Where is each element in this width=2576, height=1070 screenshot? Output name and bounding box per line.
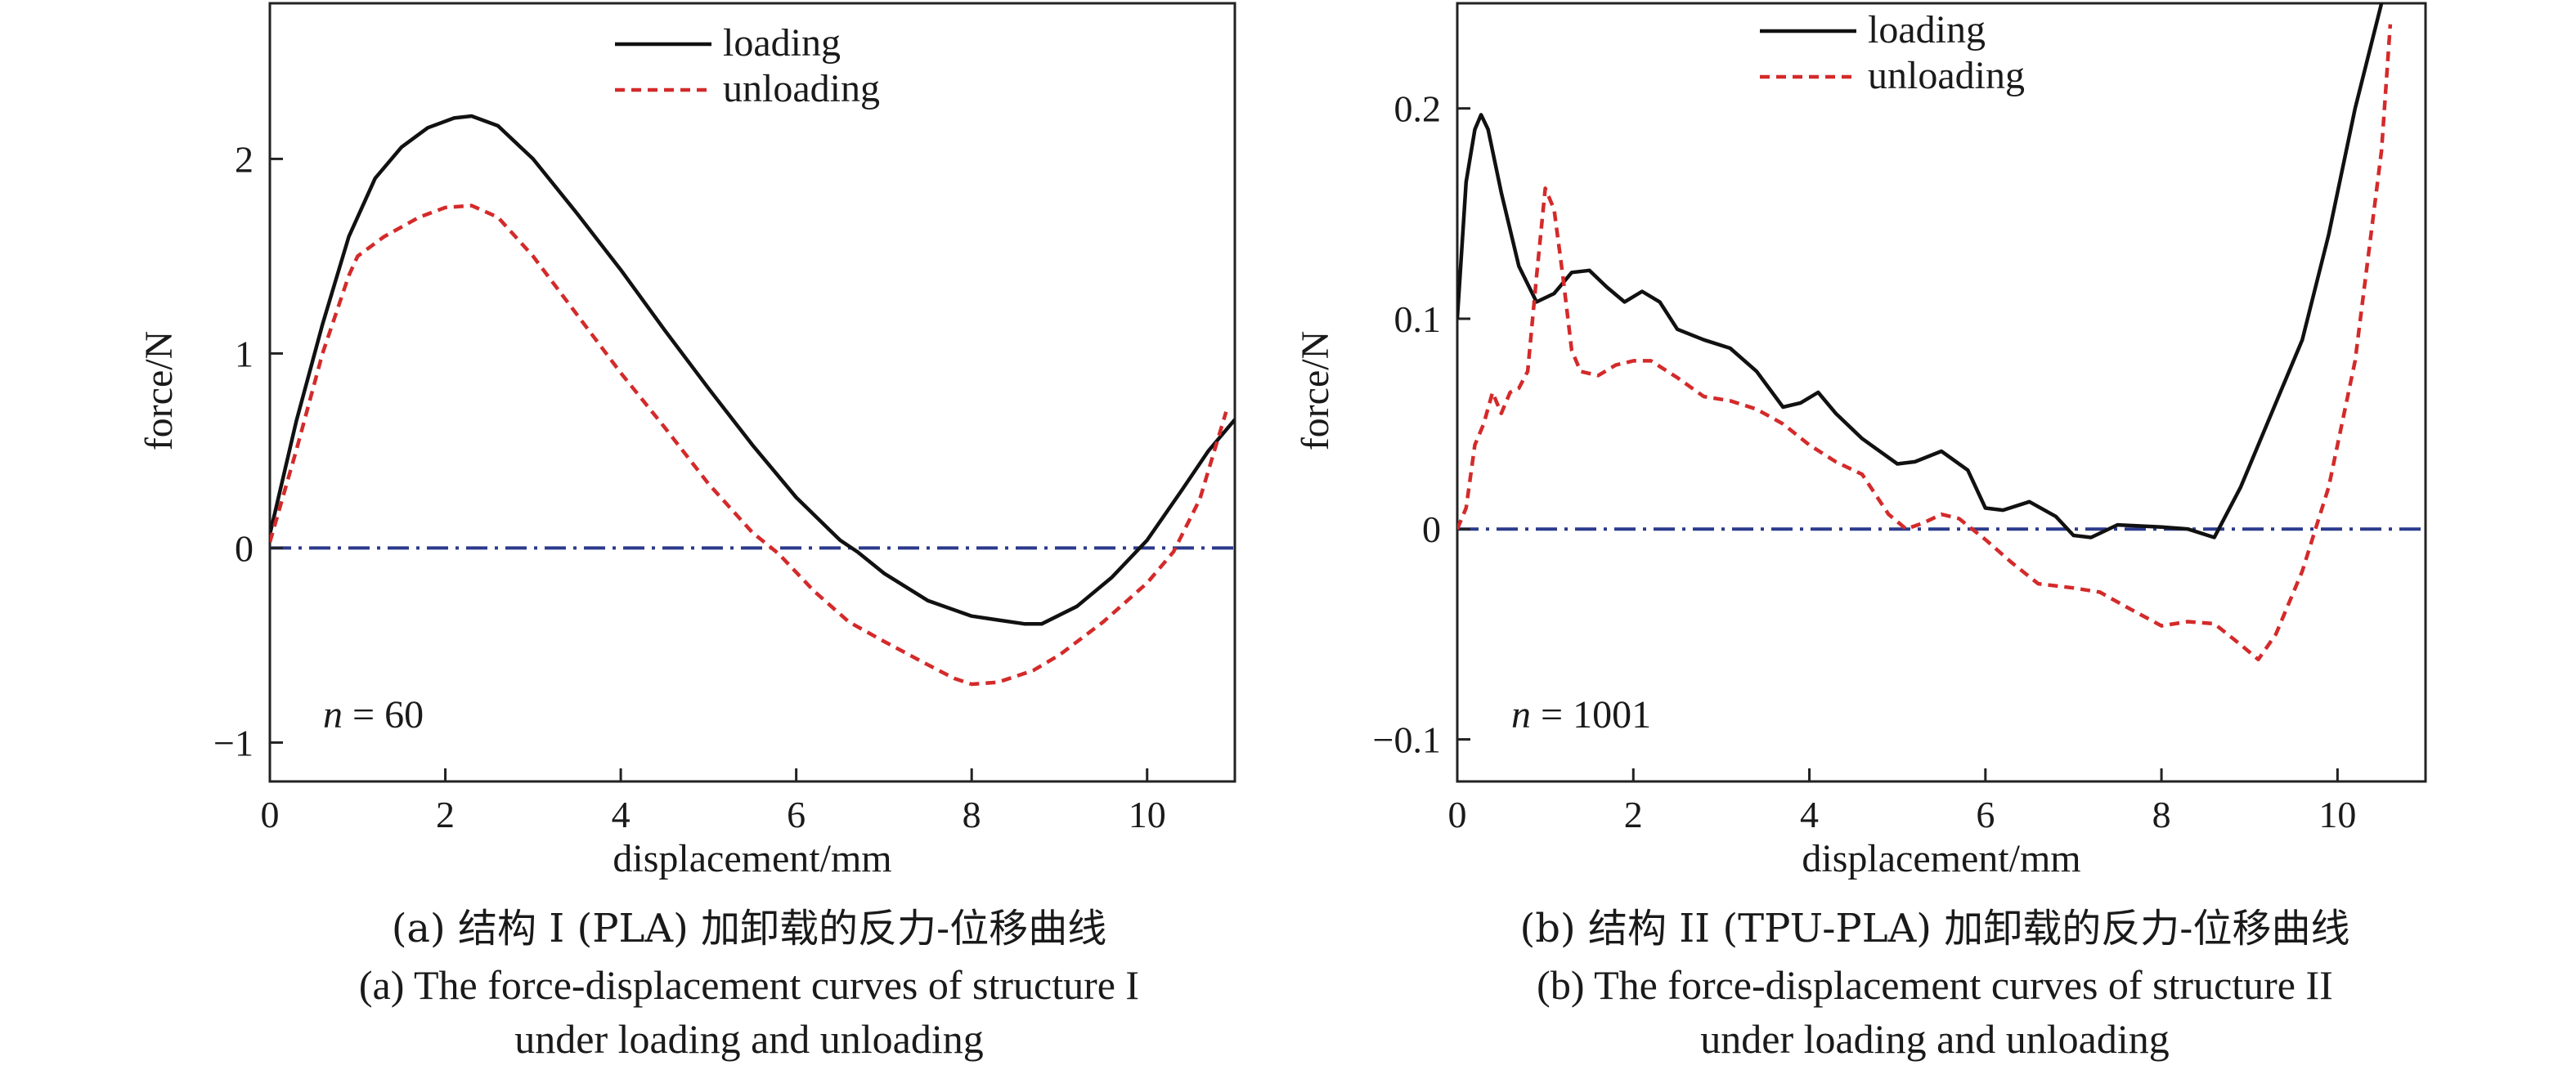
y-tick-label: −0.1 (1373, 719, 1441, 761)
plot-frame (268, 2, 1236, 783)
annotation-variable: n (1511, 693, 1531, 736)
legend-label-loading: loading (723, 21, 841, 65)
x-axis-label: displacement/mm (1802, 837, 2080, 880)
x-tick-label: 6 (787, 794, 806, 835)
chart-panel-1: 0 2 4 6 8 10−1012displacement/mmforce/Nloadin… (137, 2, 1236, 1062)
chart-panel-2: 0 2 4 6 8 10−0.100.10.2displacement/mmforce/N… (1294, 2, 2427, 1062)
x-tick-label: 2 (1624, 794, 1643, 835)
y-tick-label: −1 (213, 722, 254, 763)
x-tick-label: 6 (1976, 794, 1995, 835)
y-axis-label: force/N (137, 331, 181, 451)
caption-chinese: (a) 结构 I (PLA) 加卸载的反力-位移曲线 (392, 906, 1107, 951)
caption-english-line2: under loading and unloading (1700, 1016, 2170, 1062)
series-line-unloading (270, 204, 1228, 687)
x-tick-label: 0 (261, 794, 280, 835)
caption-english-line2: under loading and unloading (514, 1016, 984, 1062)
y-tick-label: 0.2 (1394, 88, 1442, 130)
series-line-unloading (1457, 24, 2393, 662)
annotation-value: = 1001 (1531, 693, 1651, 736)
x-tick-label: 2 (436, 794, 455, 835)
annotation-value: = 60 (343, 693, 424, 736)
sample-count-annotation: n = 60 (323, 693, 424, 736)
y-tick-label: 2 (235, 138, 254, 180)
y-tick-label: 0 (1422, 508, 1441, 550)
x-tick-label: 10 (1129, 794, 1166, 835)
x-tick-label: 4 (612, 794, 631, 835)
y-tick-label: 1 (235, 333, 254, 374)
y-tick-label: 0.1 (1394, 298, 1442, 340)
series-line-loading (270, 114, 1235, 626)
x-tick-label: 0 (1448, 794, 1467, 835)
annotation-variable: n (323, 693, 343, 736)
x-tick-label: 10 (2318, 794, 2356, 835)
sample-count-annotation: n = 1001 (1511, 693, 1651, 736)
legend-label-unloading: unloading (723, 67, 880, 110)
x-tick-label: 4 (1800, 794, 1819, 835)
legend-label-loading: loading (1868, 8, 1986, 51)
y-tick-label: 0 (235, 527, 254, 569)
y-axis-label: force/N (1294, 331, 1337, 451)
plot-frame (1456, 2, 2427, 783)
x-tick-label: 8 (963, 794, 981, 835)
x-tick-label: 8 (2152, 794, 2171, 835)
caption-english-line1: (b) The force-displacement curves of str… (1537, 962, 2333, 1008)
legend-label-unloading: unloading (1868, 54, 2025, 97)
x-axis-label: displacement/mm (613, 837, 891, 880)
caption-chinese: (b) 结构 II (TPU-PLA) 加卸载的反力-位移曲线 (1520, 906, 2350, 951)
series-line-loading (1457, 3, 2384, 539)
caption-english-line1: (a) The force-displacement curves of str… (359, 962, 1139, 1008)
